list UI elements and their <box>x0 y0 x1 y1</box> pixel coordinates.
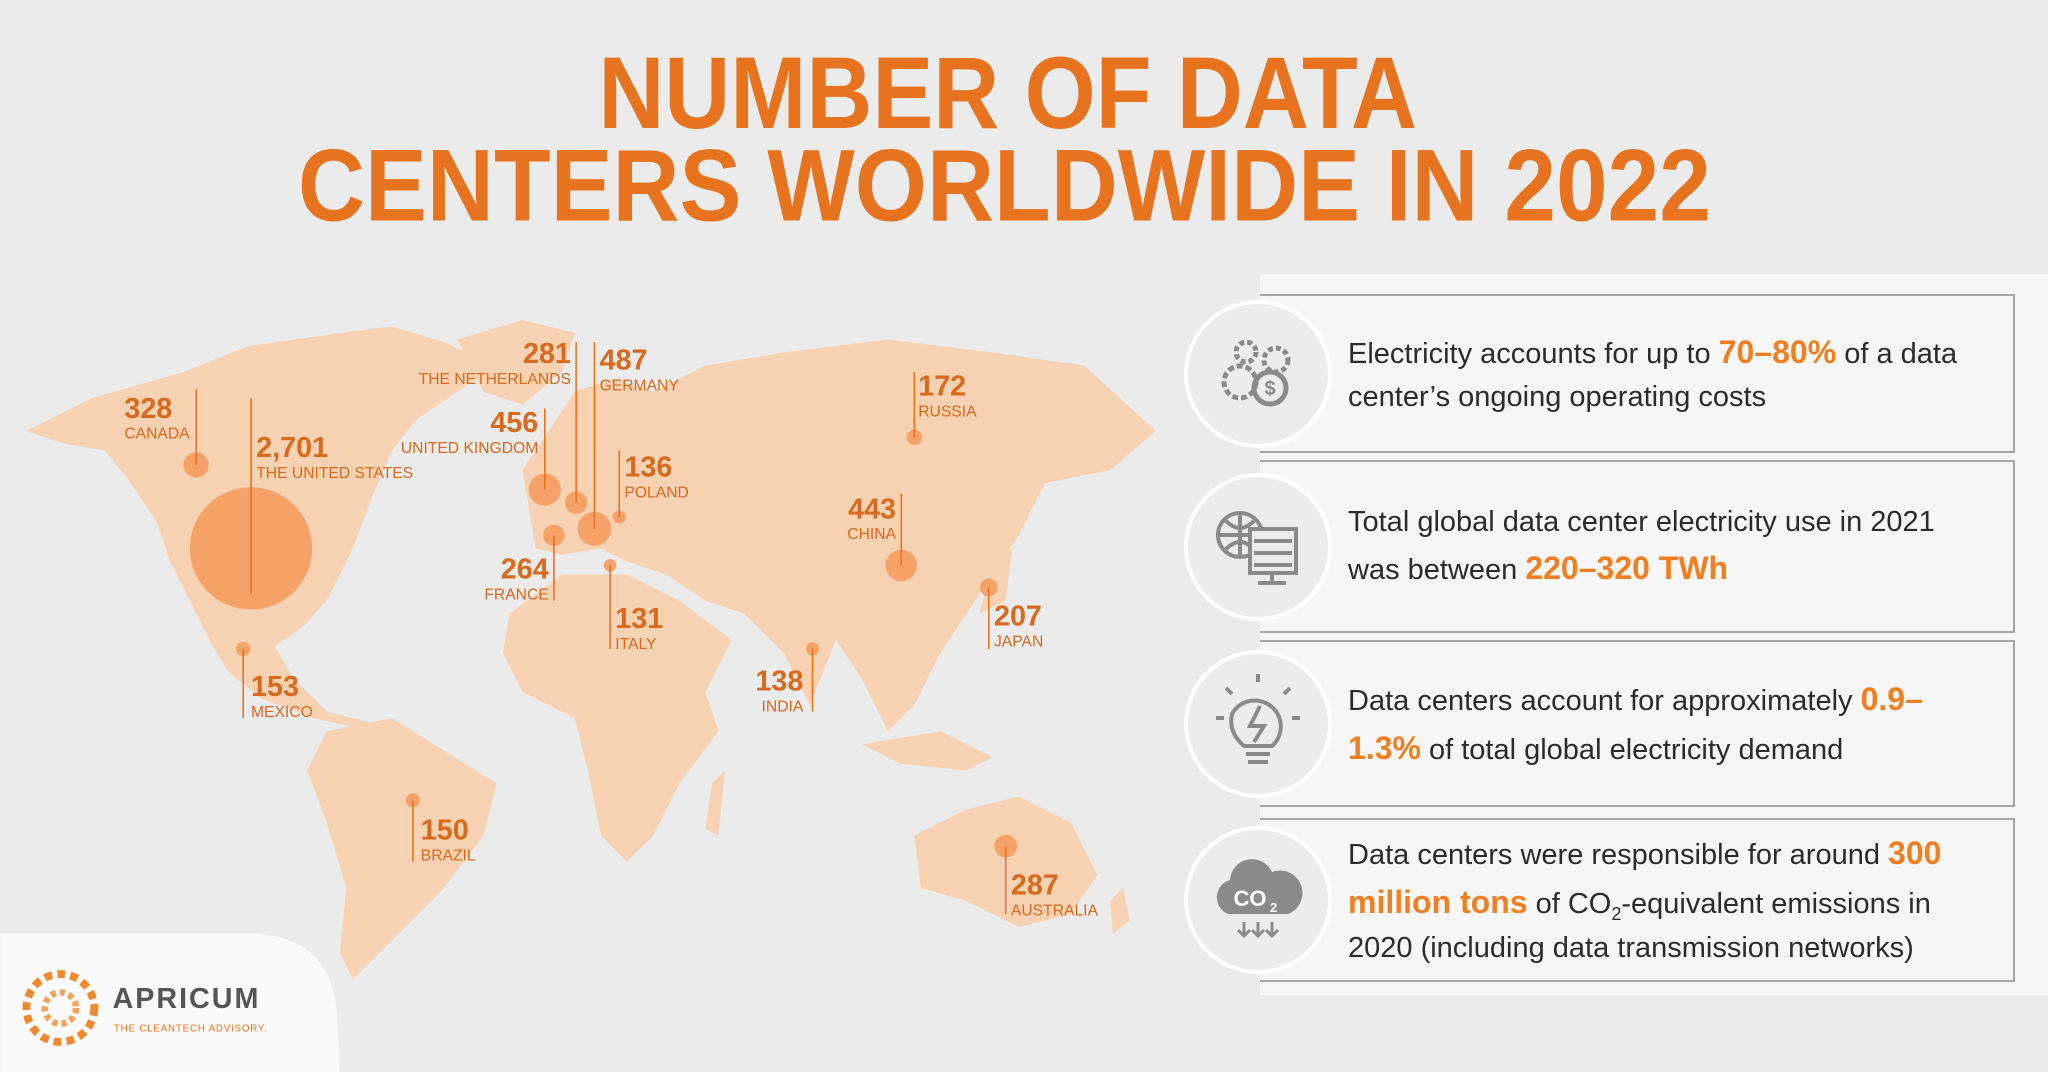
country-label: POLAND <box>624 484 688 501</box>
logo-tagline: THE CLEANTECH ADVISORY. <box>114 1024 268 1035</box>
country-label: THE UNITED STATES <box>256 465 413 482</box>
title-line: NUMBER OF DATA <box>598 36 1417 150</box>
value-label: 136 <box>624 452 672 484</box>
fact-part: of a data center’s ongoing operating cos… <box>1348 337 1958 414</box>
country-label: RUSSIA <box>918 404 977 421</box>
value-label: 281 <box>523 338 571 370</box>
fact-part: Data centers were responsible for around <box>1348 839 1889 872</box>
value-label: 287 <box>1011 869 1059 901</box>
fact-part: of total global electricity demand <box>1420 733 1844 766</box>
country-label: THE NETHERLANDS <box>419 371 571 388</box>
fact-box: Data centers account for approximately 0… <box>1184 640 2015 807</box>
value-label: 443 <box>848 493 896 525</box>
icon <box>1184 649 1332 798</box>
country-label: UNITED KINGDOM <box>401 440 538 457</box>
country-label: CANADA <box>124 426 190 443</box>
value-label: 207 <box>994 600 1042 632</box>
fact-box: CO 2 Data centers were responsible for ar… <box>1184 818 2015 982</box>
fact-part: of CO <box>1527 887 1612 920</box>
fact-highlight: 300 million tons <box>1348 835 1942 920</box>
fact-text: Total global data center electricity use… <box>1348 462 1983 631</box>
value-label: 172 <box>918 371 966 403</box>
icon-text: CO <box>1234 886 1267 911</box>
title-line: CENTERS WORLDWIDE IN 2022 <box>298 129 1711 243</box>
country-label: JAPAN <box>994 633 1043 650</box>
value-label: 150 <box>421 815 469 847</box>
country-label: INDIA <box>762 699 804 716</box>
logo-name: APRICUM <box>113 983 261 1015</box>
icon <box>1184 472 1332 621</box>
fact-subscript: 2 <box>1611 903 1622 924</box>
value-label: 456 <box>490 407 538 439</box>
fact-highlight: 0.9–1.3% <box>1348 681 1923 766</box>
fact-text: Electricity accounts for up to 70–80% of… <box>1348 296 1983 451</box>
country-label: BRAZIL <box>421 847 476 864</box>
fact-box: $ Electricity accounts for up to 70–80% … <box>1184 294 2015 453</box>
icon: $ <box>1184 299 1332 448</box>
country-label: AUSTRALIA <box>1011 902 1099 919</box>
fact-highlight: 220–320 TWh <box>1525 550 1729 586</box>
country-label: MEXICO <box>251 704 313 721</box>
fact-box: Total global data center electricity use… <box>1184 460 2015 633</box>
value-label: 264 <box>501 553 549 585</box>
fact-highlight: 70–80% <box>1718 333 1837 370</box>
bubble <box>405 793 420 808</box>
country-label: GERMANY <box>600 377 680 394</box>
fact-text: Data centers account for approximately 0… <box>1348 642 1983 805</box>
bubble <box>183 452 209 478</box>
country-label: CHINA <box>847 526 896 543</box>
icon-text: 2 <box>1270 900 1277 915</box>
fact-part: Electricity accounts for up to <box>1348 337 1719 370</box>
value-label: 2,701 <box>256 432 328 464</box>
value-label: 328 <box>124 393 172 425</box>
value-label: 153 <box>251 671 299 703</box>
value-label: 131 <box>615 603 663 635</box>
country-label: FRANCE <box>484 586 548 603</box>
svg-text:$: $ <box>1264 378 1275 400</box>
logo: APRICUM THE CLEANTECH ADVISORY. <box>22 970 268 1046</box>
fact-text: Data centers were responsible for around… <box>1348 820 1983 980</box>
icon: CO 2 <box>1184 826 1332 974</box>
fact-part: -equivalent emissions in 2020 (including… <box>1348 887 1931 965</box>
fact-part: Total global data center electricity use… <box>1348 505 1935 587</box>
value-label: 138 <box>755 666 803 698</box>
logo-backdrop <box>0 933 340 1072</box>
fact-part: Data centers account for approximately <box>1348 685 1861 717</box>
value-label: 487 <box>600 345 648 377</box>
country-label: ITALY <box>615 636 657 653</box>
bubble <box>603 559 617 572</box>
